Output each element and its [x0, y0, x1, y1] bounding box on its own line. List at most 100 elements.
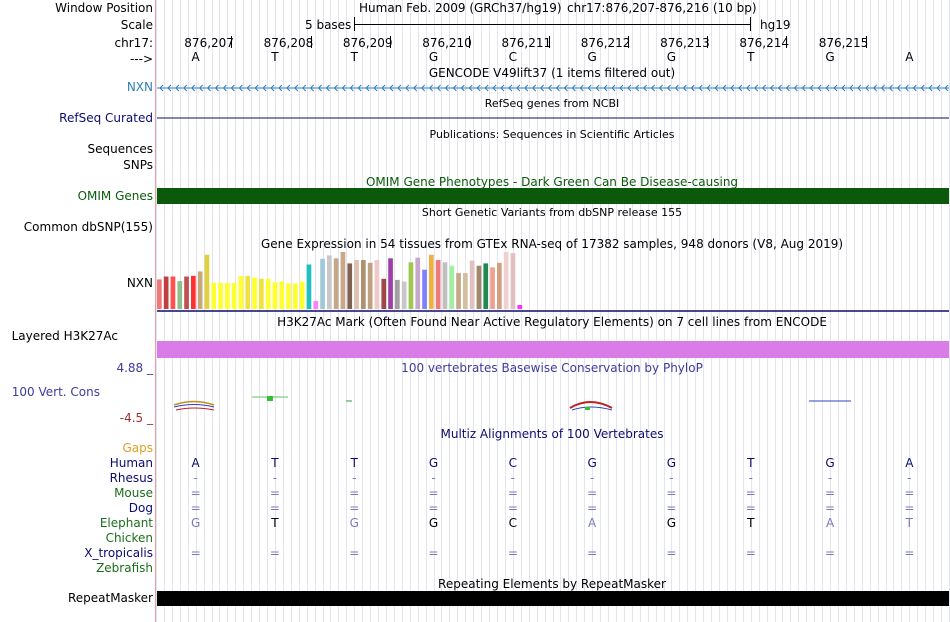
label-divider	[155, 0, 156, 622]
gencode-arrow	[428, 84, 433, 92]
multiz-gaps-label: Gaps	[122, 441, 153, 455]
gencode-arrow	[460, 84, 465, 92]
phylop-track-label[interactable]: 100 Vert. Cons	[11, 385, 100, 399]
dbsnp-track-label[interactable]: Common dbSNP(155)	[23, 220, 153, 234]
gtex-bar	[442, 262, 448, 309]
species-label[interactable]: Dog	[128, 501, 153, 515]
gtex-bar	[279, 281, 285, 309]
gencode-arrow	[785, 84, 790, 92]
alignment-base: G	[349, 516, 359, 530]
gtex-gene-label[interactable]: NXN	[126, 276, 153, 290]
gencode-arrow	[603, 84, 608, 92]
gtex-bar	[503, 252, 509, 309]
alignment-base: T	[747, 456, 755, 470]
alignment-base: =	[587, 546, 598, 560]
alignment-base: =	[428, 486, 439, 500]
gtex-bar	[259, 278, 264, 309]
gencode-arrow	[928, 84, 933, 92]
gencode-arrow	[833, 84, 838, 92]
gtex-bar	[408, 262, 414, 309]
gtex-bar	[490, 267, 495, 309]
reference-base: G	[428, 50, 439, 64]
strand-label: --->	[129, 52, 153, 66]
alignment-base: -	[669, 471, 674, 485]
species-label[interactable]: Zebrafish	[96, 561, 153, 575]
gencode-arrow	[357, 84, 362, 92]
publications-label-snps[interactable]: SNPs	[123, 158, 153, 172]
gencode-gene-label[interactable]: NXN	[126, 80, 153, 94]
gencode-arrow	[309, 84, 315, 92]
gtex-bar	[476, 265, 482, 309]
alignment-base: =	[428, 501, 439, 515]
alignment-base: =	[587, 486, 598, 500]
gencode-arrow	[270, 84, 275, 92]
gencode-arrow	[167, 84, 172, 92]
gencode-arrow	[436, 84, 441, 92]
gtex-bar	[517, 305, 523, 309]
gtex-bar	[456, 273, 461, 309]
gencode-arrow	[468, 84, 473, 92]
gencode-arrow	[254, 84, 259, 92]
gtex-bar	[333, 258, 339, 309]
species-label[interactable]: Human	[109, 456, 153, 470]
coordinate-tick	[548, 36, 550, 48]
gencode-arrow	[159, 84, 164, 92]
alignment-base: A	[588, 516, 597, 530]
alignment-base: =	[349, 546, 360, 560]
refseq-track-label[interactable]: RefSeq Curated	[59, 111, 153, 125]
species-label[interactable]: Rhesus	[109, 471, 153, 485]
gtex-track-title: Gene Expression in 54 tissues from GTEx …	[260, 237, 844, 251]
alignment-base: A	[825, 516, 835, 530]
gencode-arrow	[246, 84, 251, 92]
gtex-bar	[510, 253, 516, 309]
gencode-arrow	[825, 84, 830, 92]
coordinate-tick	[310, 36, 312, 48]
gencode-arrow	[333, 84, 338, 92]
species-label[interactable]: Elephant	[99, 516, 153, 530]
gencode-arrow	[674, 84, 679, 92]
alignment-base: =	[190, 501, 201, 515]
species-label[interactable]: Chicken	[105, 531, 153, 545]
gtex-bar	[265, 278, 271, 309]
gencode-arrow	[294, 84, 299, 92]
gtex-bar	[252, 277, 257, 309]
gencode-arrow	[793, 84, 798, 92]
alignment-base: G	[587, 456, 597, 470]
publications-label-sequences[interactable]: Sequences	[87, 142, 153, 156]
omim-track-label[interactable]: OMIM Genes	[77, 189, 153, 203]
alignment-base: G	[666, 456, 677, 470]
species-label[interactable]: Mouse	[114, 486, 153, 500]
gencode-arrow	[872, 84, 878, 92]
gtex-bar	[469, 260, 475, 309]
alignment-base: G	[428, 516, 439, 530]
position-text: chr17:876,207-876,216 (10 bp)	[567, 1, 757, 15]
coordinate-label: 876,207	[184, 36, 234, 50]
gtex-bar	[163, 276, 169, 309]
gencode-arrow	[238, 84, 243, 92]
gencode-arrow	[444, 84, 449, 92]
alignment-base: G	[666, 516, 677, 530]
gtex-bar	[218, 282, 223, 309]
gtex-bar	[388, 258, 393, 309]
coordinate-label: 876,211	[501, 36, 552, 50]
gtex-bar	[395, 279, 400, 309]
species-label[interactable]: X_tropicalis	[84, 546, 153, 560]
coordinate-tick	[389, 36, 391, 48]
multiz-track-title: Multiz Alignments of 100 Vertebrates	[440, 427, 664, 441]
gtex-bar	[497, 262, 502, 309]
gencode-arrow	[944, 84, 949, 92]
repeatmasker-track-label[interactable]: RepeatMasker	[67, 591, 153, 605]
gencode-arrow	[841, 84, 846, 92]
gencode-arrow	[761, 84, 767, 92]
gtex-bar	[211, 282, 217, 309]
gencode-arrow	[563, 84, 568, 92]
omim-bar	[157, 188, 949, 204]
gencode-arrow	[912, 84, 917, 92]
gencode-arrow	[547, 84, 552, 92]
alignment-base: =	[269, 486, 280, 500]
h3k27ac-track-label[interactable]: Layered H3K27Ac	[11, 329, 118, 343]
gtex-bar	[381, 278, 387, 309]
chrom-label: chr17:	[114, 36, 153, 50]
gencode-arrow	[365, 84, 370, 92]
gencode-arrow	[619, 84, 624, 92]
